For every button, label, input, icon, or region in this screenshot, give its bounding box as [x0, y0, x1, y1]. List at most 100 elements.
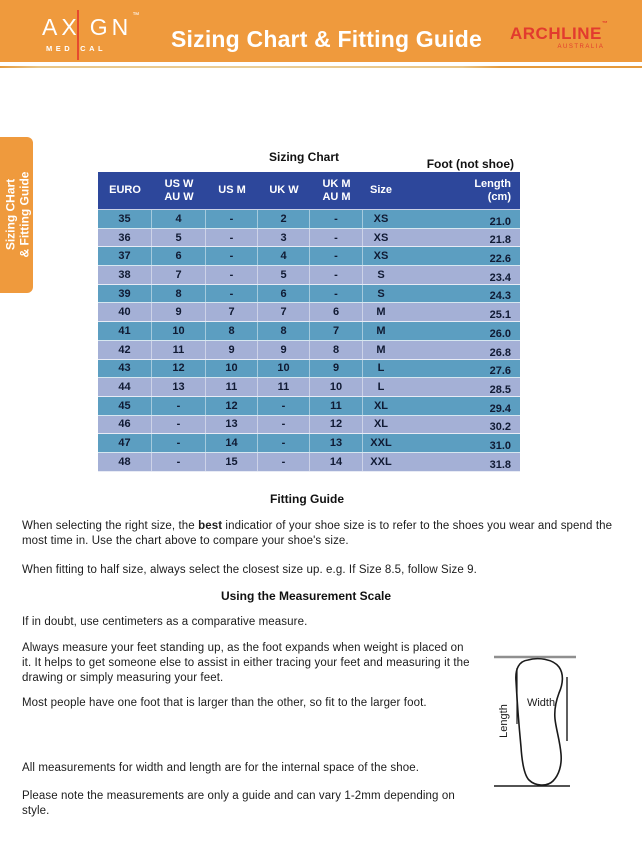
table-cell: 10: [310, 378, 363, 396]
table-cell: 7: [152, 266, 206, 284]
measurement-paragraph-5: Please note the measurements are only a …: [22, 790, 455, 817]
table-cell: 10: [152, 322, 206, 340]
table-cell: 13: [310, 434, 363, 452]
table-cell: -: [258, 452, 310, 471]
axign-logo-name: AX GN™: [42, 12, 144, 40]
archline-logo-name: ARCHLINE™: [510, 21, 609, 43]
table-cell: 2: [258, 210, 310, 228]
table-cell: -: [258, 434, 310, 452]
measurement-paragraph-4: All measurements for width and length ar…: [22, 762, 420, 774]
table-cell: 15: [206, 452, 258, 471]
table-cell: -: [310, 247, 363, 266]
column-header: UK W: [269, 184, 299, 196]
fitting-guide-heading: Fitting Guide: [270, 492, 344, 506]
table-cell: XL: [373, 399, 389, 412]
table-row: 47-14-13 XXL 31.0: [98, 434, 520, 453]
table-cell: 38: [98, 266, 152, 284]
table-cell: 5: [258, 266, 310, 284]
column-header: Size: [369, 184, 392, 196]
table-cell: -: [258, 415, 310, 434]
table-cell: L: [377, 381, 385, 394]
bold-word: best: [198, 520, 223, 532]
table-cell: 10: [258, 359, 310, 378]
table-cell: 6: [310, 303, 363, 322]
table-cell: 22.6: [489, 253, 511, 266]
archline-logo: ARCHLINE™ AUSTRALIA: [510, 21, 609, 50]
table-cell: 8: [310, 340, 363, 359]
table-cell: -: [206, 247, 258, 266]
measurement-paragraph-1: If in doubt, use centimeters as a compar…: [22, 616, 308, 628]
table-cell: 11: [206, 378, 258, 396]
table-cell: 35: [98, 210, 152, 228]
table-cell: 14: [206, 434, 258, 452]
table-cell: -: [206, 210, 258, 228]
table-cell: 8: [258, 322, 310, 340]
table-cell: L: [377, 362, 385, 375]
table-row: 46-13-12 XL 30.2: [98, 415, 520, 435]
table-cell: 43: [98, 359, 152, 378]
table-cell: 39: [98, 284, 152, 303]
table-cell: 29.4: [489, 402, 511, 415]
table-row: 41 10 8 8 7 M 26.0: [98, 322, 520, 341]
table-cell: 37: [98, 247, 152, 266]
fitting-guide-paragraph-2: When fitting to half size, always select…: [22, 564, 477, 576]
table-row: 35 4-2- XS 21.0: [98, 210, 520, 229]
table-cell: -: [206, 228, 258, 247]
table-cell: XS: [373, 250, 389, 263]
table-cell: 5: [152, 228, 206, 247]
table-cell: XS: [373, 231, 389, 244]
table-cell: -: [258, 396, 310, 415]
table-cell: 6: [258, 284, 310, 303]
header-divider-line: [0, 66, 642, 68]
table-cell: -: [152, 415, 206, 434]
table-cell: 23.4: [489, 271, 511, 284]
table-row: 36 5-3- XS 21.8: [98, 228, 520, 248]
table-cell: 9: [310, 359, 363, 378]
table-cell: 28.5: [489, 383, 511, 396]
table-cell: S: [377, 287, 385, 300]
table-cell: 21.8: [489, 234, 511, 247]
sizing-chart-title: Sizing Chart: [268, 150, 339, 164]
table-cell: 13: [206, 415, 258, 434]
table-cell: 7: [258, 303, 310, 322]
table-cell: 31.0: [489, 439, 511, 452]
table-cell: 8: [152, 284, 206, 303]
axign-logo-divider: [77, 10, 79, 60]
sidebar-tab: [0, 137, 33, 293]
table-row: 45-12-11 XL 29.4: [98, 396, 520, 416]
header-bar: AX GN™ MED CAL Sizing Chart & Fitting Guid…: [0, 0, 642, 62]
table-cell: 36: [98, 228, 152, 247]
table-cell: 40: [98, 303, 152, 322]
table-cell: XL: [373, 418, 389, 431]
table-cell: 46: [98, 415, 152, 434]
table-row: 43 12 10 10 9 L 27.6: [98, 359, 520, 379]
table-cell: -: [206, 284, 258, 303]
table-cell: 11: [258, 378, 310, 396]
table-cell: 12: [310, 415, 363, 434]
axign-logo: AX GN™ MED CAL: [42, 12, 144, 53]
table-cell: 30.2: [489, 421, 511, 434]
column-header: US M: [218, 184, 246, 196]
table-cell: 41: [98, 322, 152, 340]
sizing-table-header-row: EURO US W AU W US M UK W UK M AU M Size Length (c…: [98, 172, 520, 210]
table-row: 48-15-14 XXL 31.8: [98, 452, 520, 472]
page-title: Sizing Chart & Fitting Guide: [171, 26, 482, 52]
table-cell: 8: [206, 322, 258, 340]
table-cell: M: [376, 306, 386, 319]
sidebar-tab-label: Sizing CHart & Fitting Guide: [3, 171, 31, 258]
trademark-symbol: ™: [601, 21, 609, 27]
table-cell: -: [152, 434, 206, 452]
column-header: Length (cm): [474, 177, 511, 203]
table-row: 44 13 11 11 10 L 28.5: [98, 378, 520, 397]
table-cell: XS: [373, 212, 389, 225]
table-cell: S: [377, 268, 385, 281]
table-cell: 26.0: [489, 327, 511, 340]
table-cell: 26.8: [489, 346, 511, 359]
table-cell: 24.3: [489, 290, 511, 303]
table-cell: -: [310, 228, 363, 247]
table-cell: 9: [152, 303, 206, 322]
foot-not-shoe-note: Foot (not shoe): [426, 157, 514, 171]
table-cell: 47: [98, 434, 152, 452]
sizing-table: EURO US W AU W US M UK W UK M AU M Size Length (c…: [98, 172, 520, 472]
